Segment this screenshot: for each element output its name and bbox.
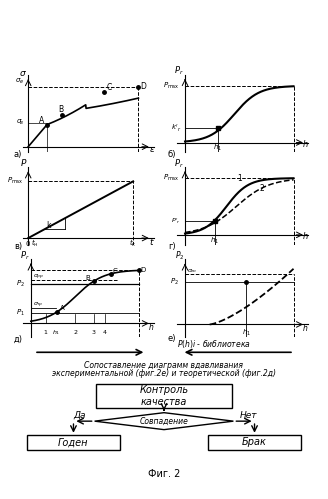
Text: $\sigma_{\!eo}$: $\sigma_{\!eo}$ — [187, 267, 197, 275]
Text: $P$: $P$ — [20, 158, 27, 169]
FancyBboxPatch shape — [96, 384, 232, 408]
Text: б): б) — [168, 150, 176, 159]
Text: k: k — [46, 221, 51, 230]
Text: $P_2$: $P_2$ — [174, 250, 184, 262]
Text: $h$: $h$ — [302, 138, 309, 149]
Text: $h$: $h$ — [148, 320, 154, 331]
Text: B: B — [85, 275, 90, 281]
Text: $P_r$: $P_r$ — [174, 157, 184, 170]
Text: $t_н$: $t_н$ — [31, 238, 39, 249]
Text: $h$: $h$ — [302, 322, 309, 333]
Text: A: A — [59, 305, 64, 311]
Text: $h$: $h$ — [302, 231, 309, 242]
Text: $P_{\max}$: $P_{\max}$ — [163, 81, 180, 91]
Text: Брак: Брак — [242, 437, 267, 448]
Text: г): г) — [168, 242, 175, 251]
Text: C: C — [107, 83, 112, 92]
Text: Нет: Нет — [240, 411, 257, 420]
Text: $h_1$: $h_1$ — [213, 143, 222, 154]
Text: $t_к$: $t_к$ — [129, 238, 137, 249]
Text: е): е) — [168, 334, 176, 343]
Text: экспериментальной (фиг.2е) и теоретической (фиг.2д): экспериментальной (фиг.2е) и теоретическ… — [52, 369, 276, 378]
Text: $h_1$: $h_1$ — [52, 328, 61, 337]
Text: $\sigma_{\!в}$: $\sigma_{\!в}$ — [16, 118, 24, 127]
Text: C: C — [113, 267, 117, 273]
Text: Контроль
качества: Контроль качества — [139, 385, 189, 407]
Text: д): д) — [14, 334, 23, 343]
Text: 2: 2 — [260, 184, 265, 193]
FancyBboxPatch shape — [27, 435, 120, 450]
Text: $P_r$: $P_r$ — [174, 65, 184, 77]
Text: 4: 4 — [103, 330, 107, 335]
Text: $P(h)i$ - библиотека: $P(h)i$ - библиотека — [177, 338, 251, 350]
Text: $P_r$: $P_r$ — [20, 250, 30, 262]
Polygon shape — [94, 413, 234, 430]
Text: $\sigma_{\!тр}$: $\sigma_{\!тр}$ — [33, 301, 43, 310]
Text: $h_1$: $h_1$ — [210, 236, 219, 246]
Text: а): а) — [14, 150, 22, 159]
Text: $P_2$: $P_2$ — [170, 277, 179, 287]
Text: $0$: $0$ — [25, 239, 31, 248]
Text: 1: 1 — [237, 174, 242, 183]
Text: $\sigma_e$: $\sigma_e$ — [15, 77, 24, 86]
Text: D: D — [140, 82, 146, 91]
Text: Сопоставление диаграмм вдавливания: Сопоставление диаграмм вдавливания — [85, 361, 243, 370]
Text: в): в) — [14, 242, 22, 251]
Text: 1: 1 — [44, 330, 48, 335]
Text: $P_1$: $P_1$ — [16, 308, 25, 318]
Text: 3: 3 — [92, 330, 96, 335]
Text: B: B — [59, 105, 64, 114]
Text: D: D — [140, 267, 146, 273]
Text: $P_2$: $P_2$ — [16, 279, 25, 289]
Text: $h_1$: $h_1$ — [242, 328, 251, 338]
Text: $t$: $t$ — [149, 237, 155, 248]
Text: $P'_r$: $P'_r$ — [172, 216, 181, 226]
Text: Да: Да — [73, 411, 86, 420]
Text: $\sigma_{\!рр}$: $\sigma_{\!рр}$ — [33, 272, 43, 281]
Text: $k'_r$: $k'_r$ — [171, 123, 181, 134]
Text: 2: 2 — [73, 330, 77, 335]
Text: $P_{\max}$: $P_{\max}$ — [7, 176, 24, 187]
Text: Фиг. 2: Фиг. 2 — [148, 469, 180, 479]
Text: A: A — [39, 116, 44, 125]
Text: Совпадение: Совпадение — [139, 417, 189, 426]
Text: $P_{\max}$: $P_{\max}$ — [163, 173, 180, 183]
FancyBboxPatch shape — [208, 435, 301, 450]
Text: $\sigma$: $\sigma$ — [19, 68, 27, 77]
Text: Годен: Годен — [58, 437, 89, 448]
Text: $\varepsilon$: $\varepsilon$ — [149, 145, 155, 154]
